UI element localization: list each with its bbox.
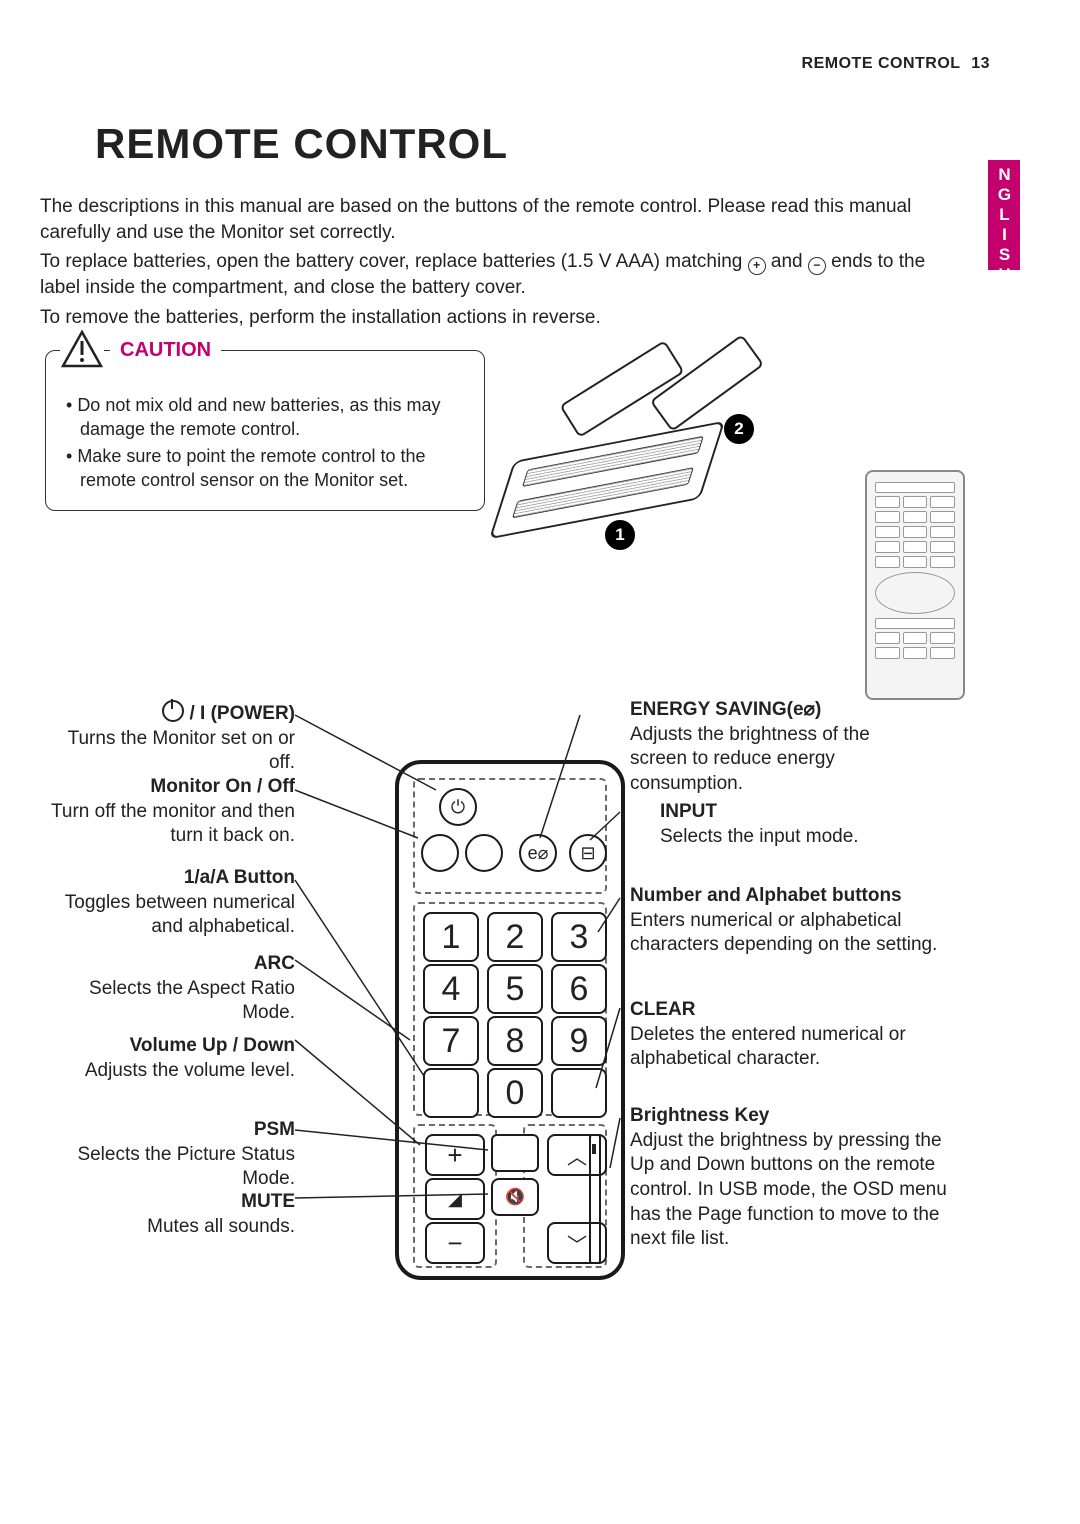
page-header: REMOTE CONTROL 13: [802, 55, 990, 73]
callout-brightness: Brightness Key Adjust the brightness by …: [630, 1104, 950, 1252]
caution-box: CAUTION Do not mix old and new batteries…: [45, 350, 485, 511]
page-number: 13: [971, 55, 990, 72]
callout-title: CLEAR: [630, 998, 930, 1023]
manual-page: REMOTE CONTROL 13 ENGLISH REMOTE CONTROL…: [0, 0, 1080, 1524]
caution-item: Do not mix old and new batteries, as thi…: [66, 393, 466, 442]
callout-title: Brightness Key: [630, 1104, 950, 1129]
callout-title: ENERGY SAVING(e⌀): [630, 698, 910, 723]
intro-line-1: The descriptions in this manual are base…: [40, 194, 970, 245]
callout-title: Number and Alphabet buttons: [630, 884, 950, 909]
callout-desc: Adjusts the volume level.: [40, 1059, 295, 1084]
caution-section: CAUTION Do not mix old and new batteries…: [45, 350, 485, 511]
callout-power: / I (POWER) Turns the Monitor set on or …: [40, 700, 295, 776]
callout-desc: Toggles between numerical and alphabetic…: [40, 891, 295, 940]
caution-label: CAUTION: [110, 337, 221, 364]
header-section: REMOTE CONTROL: [802, 55, 961, 72]
callout-title: INPUT: [660, 800, 940, 825]
caution-item: Make sure to point the remote control to…: [66, 444, 466, 493]
callout-mute: MUTE Mutes all sounds.: [40, 1190, 295, 1239]
callout-desc: Selects the Aspect Ratio Mode.: [40, 977, 295, 1026]
callout-1aA: 1/a/A Button Toggles between numerical a…: [40, 866, 295, 940]
callout-input: INPUT Selects the input mode.: [660, 800, 940, 849]
callout-number-alpha: Number and Alphabet buttons Enters numer…: [630, 884, 950, 958]
callout-title: ARC: [40, 952, 295, 977]
step-marker-1: 1: [605, 520, 635, 550]
callout-desc: Deletes the entered numerical or alphabe…: [630, 1023, 930, 1072]
intro-text: The descriptions in this manual are base…: [40, 190, 970, 335]
intro-line-2: To replace batteries, open the battery c…: [40, 249, 970, 301]
callout-title: / I (POWER): [40, 700, 295, 727]
callout-title: 1/a/A Button: [40, 866, 295, 891]
callout-psm: PSM Selects the Picture Status Mode.: [40, 1118, 295, 1192]
remote-thumbnail: [865, 470, 965, 700]
power-icon: [162, 700, 184, 722]
callout-title: Monitor On / Off: [40, 775, 295, 800]
battery-tray-icon: [489, 421, 725, 540]
callout-desc: Adjust the brightness by pressing the Up…: [630, 1129, 950, 1252]
callout-volume: Volume Up / Down Adjusts the volume leve…: [40, 1034, 295, 1083]
callout-clear: CLEAR Deletes the entered numerical or a…: [630, 998, 930, 1072]
step-marker-2: 2: [724, 414, 754, 444]
callout-title: MUTE: [40, 1190, 295, 1215]
page-title: REMOTE CONTROL: [95, 120, 508, 168]
warning-icon: [60, 329, 104, 369]
callout-desc: Selects the input mode.: [660, 825, 940, 850]
callout-desc: Adjusts the brightness of the screen to …: [630, 723, 910, 797]
callout-monitor-onoff: Monitor On / Off Turn off the monitor an…: [40, 775, 295, 849]
callout-desc: Turns the Monitor set on or off.: [40, 727, 295, 776]
callout-energy-saving: ENERGY SAVING(e⌀) Adjusts the brightness…: [630, 698, 910, 797]
battery-illustration: 1 2: [470, 360, 770, 540]
intro-line-3: To remove the batteries, perform the ins…: [40, 305, 970, 331]
callout-desc: Selects the Picture Status Mode.: [40, 1143, 295, 1192]
callout-arc: ARC Selects the Aspect Ratio Mode.: [40, 952, 295, 1026]
callout-title: PSM: [40, 1118, 295, 1143]
callout-title: Volume Up / Down: [40, 1034, 295, 1059]
minus-icon: −: [808, 257, 826, 275]
plus-icon: +: [748, 257, 766, 275]
callout-desc: Mutes all sounds.: [40, 1215, 295, 1240]
callout-desc: Enters numerical or alphabetical charact…: [630, 909, 950, 958]
language-tab: ENGLISH: [988, 160, 1020, 270]
callout-desc: Turn off the monitor and then turn it ba…: [40, 800, 295, 849]
